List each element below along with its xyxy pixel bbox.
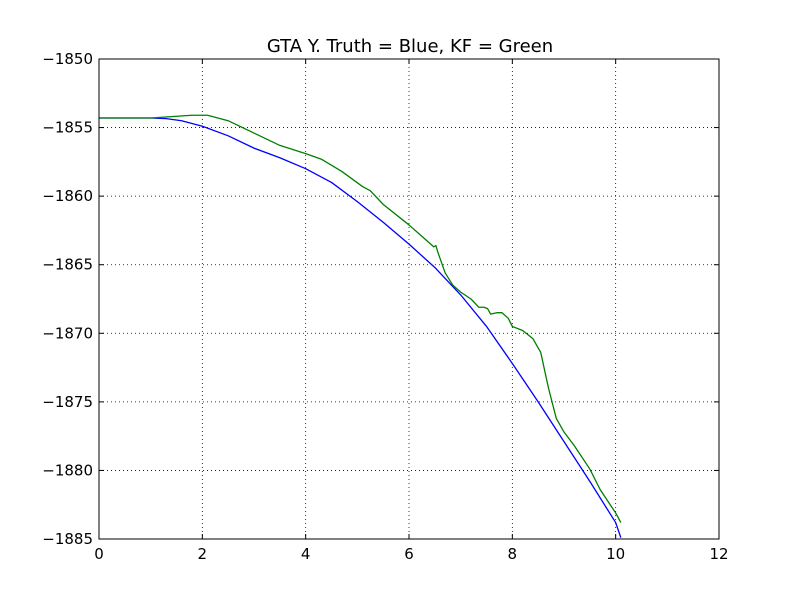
series-line-1	[99, 114, 622, 523]
x-tick-label: 8	[508, 545, 518, 563]
y-tick-label: −1865	[42, 256, 93, 274]
series-layer	[99, 114, 622, 538]
y-tick-label: −1850	[42, 50, 93, 68]
chart-title: GTA Y. Truth = Blue, KF = Green	[267, 36, 553, 57]
y-tick-labels: −1850 −1855 −1860 −1865 −1870 −1875 −1880 −1885	[42, 50, 93, 548]
y-tick-label: −1855	[42, 119, 93, 137]
x-tick-labels: 0 2 4 6 8 10 12	[94, 545, 728, 563]
grid-lines	[99, 59, 719, 539]
y-tick-label: −1875	[42, 393, 93, 411]
x-tick-label: 2	[198, 545, 208, 563]
ticks	[98, 58, 720, 540]
series-line-0	[99, 117, 622, 538]
x-tick-label: 4	[301, 545, 311, 563]
x-tick-label: 10	[606, 545, 625, 563]
x-tick-label: 12	[709, 545, 728, 563]
x-tick-label: 6	[404, 545, 414, 563]
y-tick-label: −1885	[42, 530, 93, 548]
y-tick-label: −1860	[42, 187, 93, 205]
y-tick-label: −1870	[42, 324, 93, 342]
x-tick-label: 0	[94, 545, 104, 563]
y-tick-label: −1880	[42, 461, 93, 479]
